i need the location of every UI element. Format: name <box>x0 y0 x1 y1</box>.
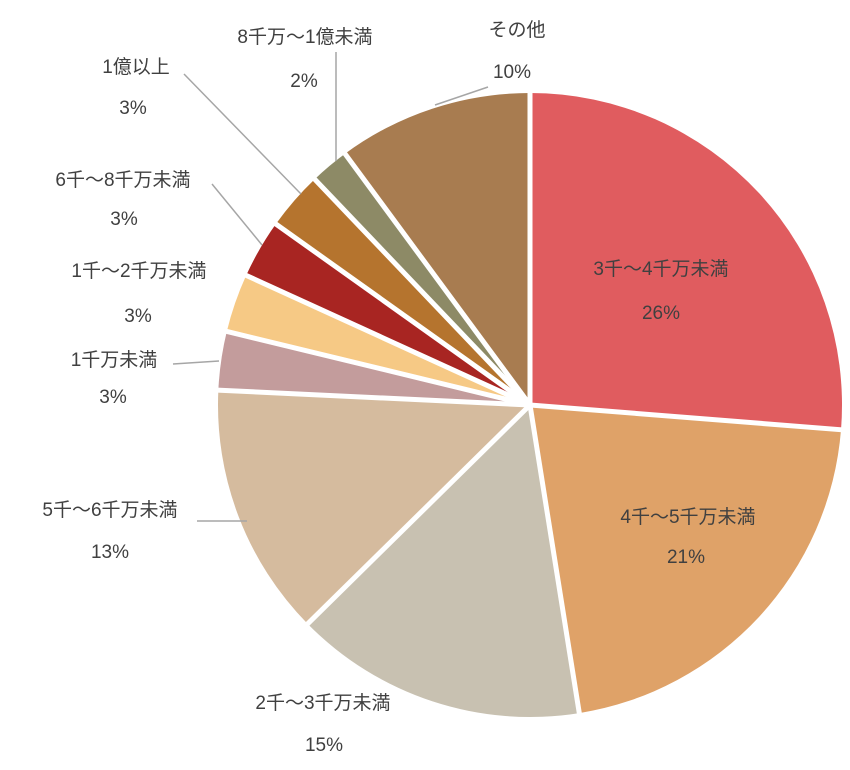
slice-label-5: 1千〜2千万未満 <box>71 260 206 282</box>
slice-label-2: 2千〜3千万未満 <box>255 692 390 714</box>
slice-percent-2: 15% <box>305 735 343 756</box>
leader-line-6 <box>211 183 263 246</box>
slice-label-6: 6千〜8千万未満 <box>55 169 190 191</box>
slice-separator-5 <box>225 328 531 408</box>
slice-label-1: 4千〜5千万未満 <box>620 506 755 528</box>
leader-line-7 <box>183 73 302 195</box>
slice-separator-1 <box>529 402 843 433</box>
pie-slice-3 <box>217 390 531 624</box>
slice-separator-8 <box>312 176 532 407</box>
pie-slice-1 <box>530 405 842 714</box>
leader-line-4 <box>172 360 220 365</box>
slice-separator-7 <box>273 221 532 408</box>
pie-slice-7 <box>275 179 530 405</box>
slice-percent-0: 26% <box>642 303 680 324</box>
pie-slice-8 <box>314 153 530 405</box>
slice-percent-9: 10% <box>493 62 531 83</box>
pie-slice-0 <box>530 93 843 430</box>
slice-percent-1: 21% <box>667 547 705 568</box>
pie-slice-9 <box>345 93 530 405</box>
slice-percent-7: 3% <box>119 98 147 119</box>
slice-percent-5: 3% <box>124 306 152 327</box>
slice-percent-3: 13% <box>91 542 129 563</box>
slice-percent-4: 3% <box>99 387 127 408</box>
slice-separator-2 <box>527 404 582 715</box>
leader-line-9 <box>434 86 489 106</box>
slice-label-9: その他 <box>488 19 545 41</box>
pie-slice-2 <box>307 405 580 717</box>
slice-label-3: 5千〜6千万未満 <box>42 499 177 521</box>
slice-percent-8: 2% <box>290 71 318 92</box>
pie-slice-6 <box>246 224 530 405</box>
slice-percent-6: 3% <box>110 209 138 230</box>
slice-label-7: 1億以上 <box>102 56 170 78</box>
slice-separator-4 <box>217 387 531 408</box>
slice-label-8: 8千万〜1億未満 <box>237 26 372 48</box>
slice-separator-9 <box>342 151 533 407</box>
slice-label-0: 3千〜4千万未満 <box>593 258 728 280</box>
slice-label-4: 1千万未満 <box>71 349 158 371</box>
slice-separator-3 <box>305 403 532 627</box>
slice-separator-6 <box>244 272 532 408</box>
